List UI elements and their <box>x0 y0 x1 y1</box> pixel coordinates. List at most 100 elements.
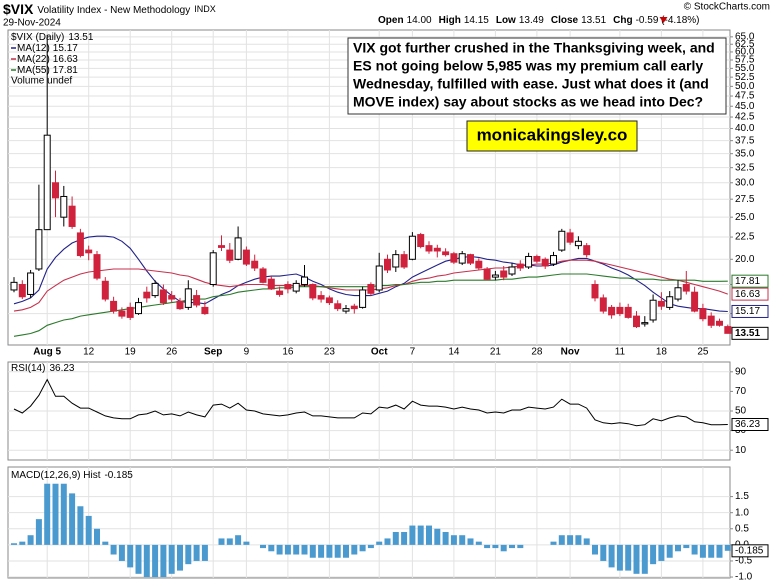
histogram-bar <box>127 544 134 568</box>
candle-body <box>27 272 35 295</box>
histogram-bar <box>110 544 117 555</box>
y-tick-label: 32.5 <box>735 162 755 173</box>
candle-body <box>392 254 400 268</box>
x-tick-label: 9 <box>244 347 250 358</box>
histogram-bar <box>699 544 706 558</box>
x-tick-label: Oct <box>371 347 388 358</box>
indicator-value-tag: -0.185 <box>735 545 764 556</box>
histogram-bar <box>567 535 574 545</box>
candle-body <box>118 310 126 317</box>
histogram-bar <box>326 544 333 558</box>
histogram-bar <box>608 544 615 568</box>
candle-body <box>433 247 441 252</box>
candle-body <box>417 234 425 248</box>
histogram-bar <box>625 544 632 571</box>
panel-legend: MACD(12,26,9) Hist -0.185 <box>11 470 133 481</box>
histogram-bar <box>318 544 325 558</box>
candle-body <box>342 308 350 312</box>
candle-body <box>641 322 649 325</box>
histogram-bar <box>276 544 283 555</box>
histogram-bar <box>168 544 175 574</box>
candle-body <box>624 306 632 318</box>
x-tick-label: 11 <box>615 347 626 358</box>
x-tick-label: 19 <box>125 347 137 358</box>
candle-body <box>242 249 250 265</box>
candle-body <box>400 254 408 268</box>
candle-body <box>226 249 234 261</box>
histogram-bar <box>52 483 59 545</box>
histogram-bar <box>143 544 150 578</box>
x-tick-label: 25 <box>697 347 709 358</box>
candle-body <box>267 278 275 290</box>
copyright: © StockCharts.com <box>684 2 770 13</box>
candle-body <box>110 300 118 312</box>
y-tick-label: 55.0 <box>735 63 755 74</box>
histogram-bar <box>484 544 491 549</box>
y-tick-label: 70 <box>735 386 747 397</box>
ma-line <box>13 235 728 313</box>
candle-body <box>550 255 557 265</box>
candle-body <box>68 205 76 227</box>
histogram-bar <box>351 544 358 555</box>
histogram-bar <box>334 544 341 558</box>
candle-body <box>408 235 416 260</box>
candle-body <box>209 252 217 285</box>
candle-body <box>491 274 499 278</box>
candle-body <box>375 265 383 291</box>
candle-body <box>558 230 566 251</box>
candle-body <box>599 297 607 312</box>
ma-value-tag-box <box>731 287 769 301</box>
histogram-bar <box>384 538 391 545</box>
candle-body <box>674 287 682 300</box>
histogram-bar <box>666 544 673 558</box>
y-tick-label: 60.0 <box>735 47 755 58</box>
y-tick-label: -1.0 <box>735 572 753 580</box>
y-tick-label: 65.0 <box>735 31 755 42</box>
candle-body <box>525 255 533 268</box>
last-close-tag-box <box>731 326 769 340</box>
y-tick-label: 45.0 <box>735 101 755 112</box>
histogram-bar <box>118 544 125 561</box>
ma-value-tag: 17.81 <box>735 276 760 287</box>
histogram-bar <box>409 525 416 545</box>
candle-body <box>317 295 325 300</box>
y-tick-label: 57.5 <box>735 55 755 66</box>
candle-body <box>508 266 516 275</box>
quote-value: 14.00 <box>407 15 432 26</box>
histogram-bar <box>359 544 366 552</box>
candle-body <box>442 251 450 256</box>
histogram-bar <box>19 541 26 545</box>
down-arrow <box>659 17 668 23</box>
symbol: $VIX <box>3 1 34 17</box>
histogram-bar <box>500 544 507 552</box>
x-tick-label: 23 <box>324 347 336 358</box>
y-tick-label: 47.5 <box>735 91 755 102</box>
histogram-bar <box>450 535 457 545</box>
y-tick-label: 40.0 <box>735 123 755 134</box>
header-date: 29-Nov-2024 <box>3 18 61 29</box>
quote-label: Low <box>496 15 516 26</box>
histogram-bar <box>309 544 316 558</box>
histogram-bar <box>724 544 731 551</box>
histogram-bar <box>492 544 499 549</box>
y-tick-label: 90 <box>735 366 747 377</box>
candle-body <box>500 270 508 278</box>
x-tick-label: 21 <box>490 347 502 358</box>
histogram-bar <box>135 544 142 574</box>
histogram-bar <box>268 544 275 552</box>
histogram-bar <box>185 544 192 565</box>
x-tick-label: 7 <box>410 347 416 358</box>
y-tick-label: 37.5 <box>735 135 755 146</box>
histogram-bar <box>442 531 449 545</box>
candle-body <box>193 295 201 306</box>
histogram-bar <box>60 483 67 545</box>
histogram-bar <box>401 531 408 545</box>
candle-body <box>350 305 358 310</box>
histogram-bar <box>592 544 598 555</box>
candle-body <box>583 245 591 256</box>
y-tick-label: 52.5 <box>735 72 755 83</box>
candle-body <box>101 280 109 300</box>
indicator-value-tag-box <box>731 544 769 558</box>
candle-body <box>60 195 68 218</box>
